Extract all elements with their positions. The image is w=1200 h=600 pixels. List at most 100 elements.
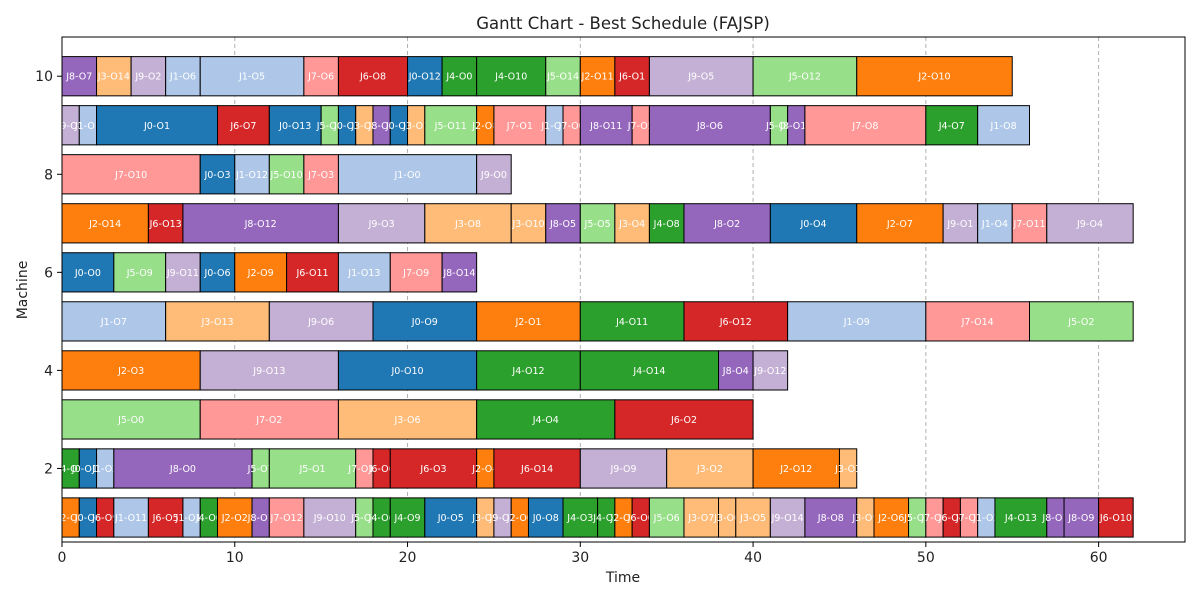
task-bar <box>648 203 685 244</box>
task-bar <box>579 301 685 342</box>
task-bar <box>234 252 288 293</box>
task-label: J3-O13 <box>200 317 233 328</box>
task-bar <box>268 105 322 146</box>
task-bar <box>579 203 616 244</box>
task-bar <box>994 497 1048 538</box>
task-bar <box>752 448 840 489</box>
task-bar <box>337 350 478 391</box>
task-label: J5-O6 <box>653 513 680 524</box>
task-bar <box>268 497 305 538</box>
task-bar <box>614 56 650 97</box>
task-bar <box>527 497 564 538</box>
task-label: J5-O6 <box>316 121 343 132</box>
task-label: J9-O6 <box>307 317 334 328</box>
task-bar <box>579 448 668 489</box>
task-label: J9-O11 <box>166 268 199 279</box>
task-bar <box>61 203 149 244</box>
task-bar <box>804 497 858 538</box>
task-label: J9-O13 <box>252 366 285 377</box>
task-bar <box>942 203 979 244</box>
task-bar <box>1046 203 1134 244</box>
task-bar <box>683 203 771 244</box>
task-label: J8-O1 <box>247 513 274 524</box>
task-label: J2-O8 <box>471 121 498 132</box>
task-label: J9-O7 <box>489 513 516 524</box>
task-bar <box>113 497 149 538</box>
task-label: J5-O12 <box>788 72 821 83</box>
task-label: J5-O2 <box>1067 317 1094 328</box>
task-label: J0-O9 <box>411 317 438 328</box>
task-label: J7-O5 <box>627 121 654 132</box>
task-bar <box>925 105 979 146</box>
task-label: J8-O2 <box>713 219 740 230</box>
task-label: J7-O13 <box>347 464 380 475</box>
task-bar <box>182 203 339 244</box>
task-bar <box>303 154 339 195</box>
task-label: J0-O10 <box>390 366 423 377</box>
task-label: J6-O2 <box>670 415 697 426</box>
task-label: J8-O0 <box>169 464 196 475</box>
task-bar <box>337 154 478 195</box>
task-label: J6-O12 <box>719 317 752 328</box>
task-bar <box>510 203 547 244</box>
task-label: J9-O5 <box>687 72 714 83</box>
task-label: J1-O7 <box>100 317 127 328</box>
task-label: J9-O4 <box>1076 219 1103 230</box>
task-label: J1-O8 <box>990 121 1017 132</box>
task-bar <box>372 301 478 342</box>
task-label: J8-O10 <box>779 121 812 132</box>
task-label: J1-O13 <box>347 268 380 279</box>
x-tick-label: 20 <box>399 550 417 566</box>
task-bar <box>303 497 357 538</box>
task-label: J1-O3 <box>91 464 118 475</box>
task-bar <box>96 105 218 146</box>
task-label: J4-O9 <box>394 513 421 524</box>
task-bar <box>130 56 167 97</box>
task-bar <box>424 203 512 244</box>
task-bar <box>648 105 771 146</box>
task-label: J7-O4 <box>920 513 947 524</box>
x-tick-label: 50 <box>917 550 935 566</box>
task-bar <box>96 56 132 97</box>
task-label: J6-O7 <box>229 121 256 132</box>
task-label: J7-O2 <box>255 415 282 426</box>
task-bar <box>216 105 270 146</box>
task-label: J3-O6 <box>394 415 421 426</box>
task-label: J6-O4 <box>938 513 965 524</box>
task-label: J4-O0 <box>445 72 472 83</box>
task-label: J9-O9 <box>609 464 636 475</box>
task-label: J7-O10 <box>114 170 147 181</box>
task-label: J7-O7 <box>955 513 982 524</box>
task-label: J4-O4 <box>532 415 559 426</box>
task-label: J0-O2 <box>333 121 360 132</box>
task-label: J8-O6 <box>696 121 723 132</box>
x-axis: 0 10 20 30 40 50 60 <box>58 542 1108 566</box>
task-bar <box>614 203 650 244</box>
task-label: J1-O9 <box>843 317 870 328</box>
task-bar <box>199 252 236 293</box>
task-label: J3-O9 <box>471 513 498 524</box>
task-label: J4-O11 <box>615 317 648 328</box>
task-bar <box>268 448 357 489</box>
task-label: J7-O11 <box>1012 219 1045 230</box>
task-label: J2-O3 <box>117 366 144 377</box>
task-label: J2-O2 <box>221 513 248 524</box>
task-label: J1-O6 <box>169 72 196 83</box>
task-label: J0-O13 <box>278 121 311 132</box>
y-tick-label: 2 <box>44 461 53 477</box>
task-label: J2-O12 <box>779 464 812 475</box>
task-label: J9-O8 <box>57 121 84 132</box>
task-bar <box>61 399 201 440</box>
task-label: J6-O6 <box>368 464 395 475</box>
task-label: J6-O1 <box>618 72 645 83</box>
task-label: J6-O10 <box>1099 513 1132 524</box>
chart-title: Gantt Chart - Best Schedule (FAJSP) <box>476 14 770 33</box>
task-bar <box>838 448 858 489</box>
task-label: J4-O10 <box>494 72 527 83</box>
task-bar <box>614 399 754 440</box>
task-label: J8-O5 <box>549 219 576 230</box>
task-bar <box>476 154 512 195</box>
x-tick-label: 60 <box>1090 550 1108 566</box>
task-label: J4-O2 <box>592 513 619 524</box>
task-label: J3-O5 <box>739 513 766 524</box>
